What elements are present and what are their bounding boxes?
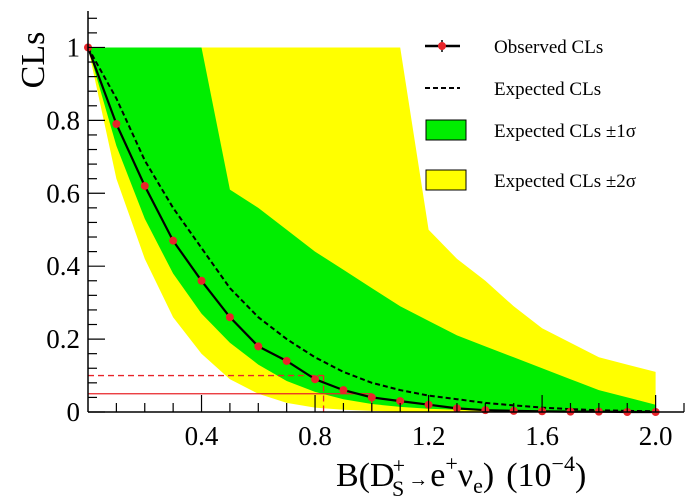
observed-point bbox=[282, 356, 291, 365]
observed-point bbox=[112, 120, 121, 129]
x-axis-title: B(D+ S →e+νe) (10−4) bbox=[336, 451, 586, 499]
legend-label-1sigma: Expected CLs ±1σ bbox=[494, 121, 636, 142]
observed-point bbox=[197, 276, 206, 285]
observed-point bbox=[225, 313, 234, 322]
legend-swatch-2sigma bbox=[425, 169, 467, 191]
y-tick-label: 0.2 bbox=[46, 324, 80, 354]
x-tick-label: 0.8 bbox=[298, 421, 332, 451]
axes: 0 0.2 0.4 0.6 0.8 1 0.4 0.8 1.2 1.6 2.0 bbox=[46, 11, 685, 451]
observed-point bbox=[254, 342, 263, 351]
legend-item-1sigma: Expected CLs ±1σ bbox=[425, 119, 636, 142]
legend-label-expected: Expected CLs bbox=[494, 79, 601, 100]
legend-item-2sigma: Expected CLs ±2σ bbox=[425, 169, 636, 192]
observed-point bbox=[311, 375, 320, 384]
legend-item-expected: Expected CLs bbox=[425, 79, 601, 100]
x-tick-label: 0.4 bbox=[185, 421, 219, 451]
y-axis-title: CLs bbox=[15, 32, 52, 89]
y-tick-label: 0.8 bbox=[46, 105, 80, 135]
y-tick-label: 0.4 bbox=[46, 251, 80, 281]
x-tick-label: 2.0 bbox=[639, 421, 673, 451]
observed-point bbox=[396, 397, 405, 406]
uncertainty-bands bbox=[88, 47, 656, 412]
observed-point bbox=[367, 393, 376, 402]
x-tick-label: 1.6 bbox=[525, 421, 559, 451]
legend-label-observed: Observed CLs bbox=[494, 37, 603, 58]
observed-point bbox=[140, 181, 149, 190]
observed-point bbox=[169, 236, 178, 245]
y-tick-label: 0.6 bbox=[46, 178, 80, 208]
legend-swatch-observed-marker bbox=[438, 42, 446, 50]
observed-point bbox=[339, 386, 348, 395]
y-tick-label: 1 bbox=[67, 32, 81, 62]
expected-cls-line bbox=[87, 47, 656, 413]
legend-item-observed: Observed CLs bbox=[425, 37, 603, 58]
legend-swatch-1sigma bbox=[425, 119, 467, 141]
x-tick-label: 1.2 bbox=[412, 421, 446, 451]
legend-label-2sigma: Expected CLs ±2σ bbox=[494, 171, 636, 192]
legend: Observed CLs Expected CLs Expected CLs ±… bbox=[425, 37, 636, 192]
y-tick-label: 0 bbox=[67, 397, 81, 427]
